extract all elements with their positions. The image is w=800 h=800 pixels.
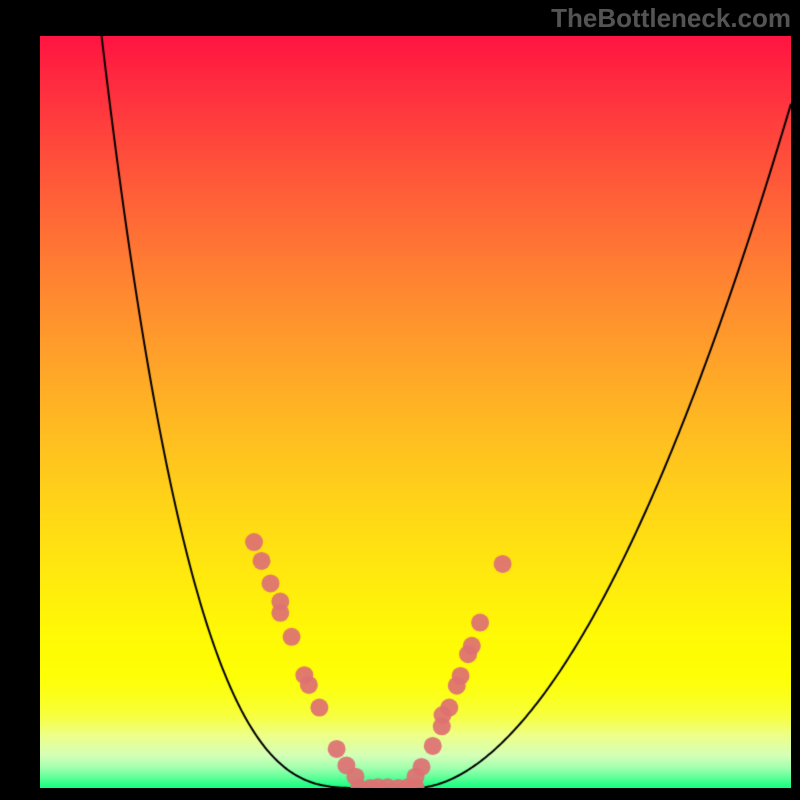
chart-stage: TheBottleneck.com	[0, 0, 800, 800]
watermark-label: TheBottleneck.com	[551, 3, 791, 34]
bottleneck-curve	[40, 36, 791, 788]
plot-area	[40, 36, 791, 788]
